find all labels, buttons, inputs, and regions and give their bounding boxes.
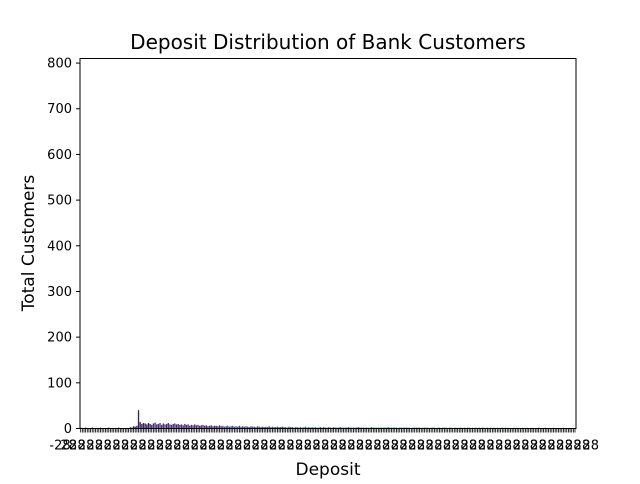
bar [181, 424, 182, 428]
bar [159, 423, 160, 428]
bar [169, 424, 170, 428]
bar [138, 410, 139, 428]
y-tick-label: 400 [47, 239, 72, 254]
bar [153, 423, 154, 428]
bar [179, 425, 180, 429]
y-tick-label: 300 [47, 285, 72, 300]
bar [163, 423, 164, 428]
bar [168, 423, 169, 428]
bar [161, 425, 162, 429]
bar [146, 424, 147, 428]
bar [197, 425, 198, 429]
y-tick-label: 500 [47, 194, 72, 209]
bar [171, 425, 172, 429]
bar [151, 425, 152, 429]
bar [184, 424, 185, 429]
bar [144, 423, 145, 428]
y-tick-label: 700 [47, 102, 72, 117]
bar [148, 423, 149, 428]
bar [174, 423, 175, 428]
x-axis-label: Deposit [296, 460, 361, 480]
bar [149, 424, 150, 429]
x-tick-label: 28 [582, 439, 599, 454]
y-tick-label: 100 [47, 376, 72, 391]
bar [194, 424, 195, 428]
plot-frame [80, 59, 576, 429]
chart-title: Deposit Distribution of Bank Customers [130, 30, 526, 54]
y-tick-label: 600 [47, 148, 72, 163]
y-tick-label: 800 [47, 57, 72, 72]
bar [143, 423, 144, 428]
bar [164, 424, 165, 428]
y-axis-ticks: 0 100 200 300 400 500 600 700 800 [47, 57, 80, 437]
bar [191, 425, 192, 429]
bar [173, 424, 174, 429]
bars-group [80, 410, 576, 428]
bar [158, 424, 159, 429]
bar [156, 424, 157, 428]
bar [186, 425, 187, 429]
bar [154, 423, 155, 429]
bar [176, 424, 177, 428]
bar [202, 425, 203, 429]
y-tick-label: 200 [47, 331, 72, 346]
bar [178, 424, 179, 429]
x-axis-ticks: -282828282828282828282828282828282828282… [49, 429, 599, 454]
bar [166, 424, 167, 429]
bar [187, 424, 188, 428]
bar [141, 424, 142, 429]
y-axis-label: Total Customers [19, 175, 39, 313]
bar [140, 422, 141, 428]
y-tick-label: 0 [64, 422, 72, 437]
